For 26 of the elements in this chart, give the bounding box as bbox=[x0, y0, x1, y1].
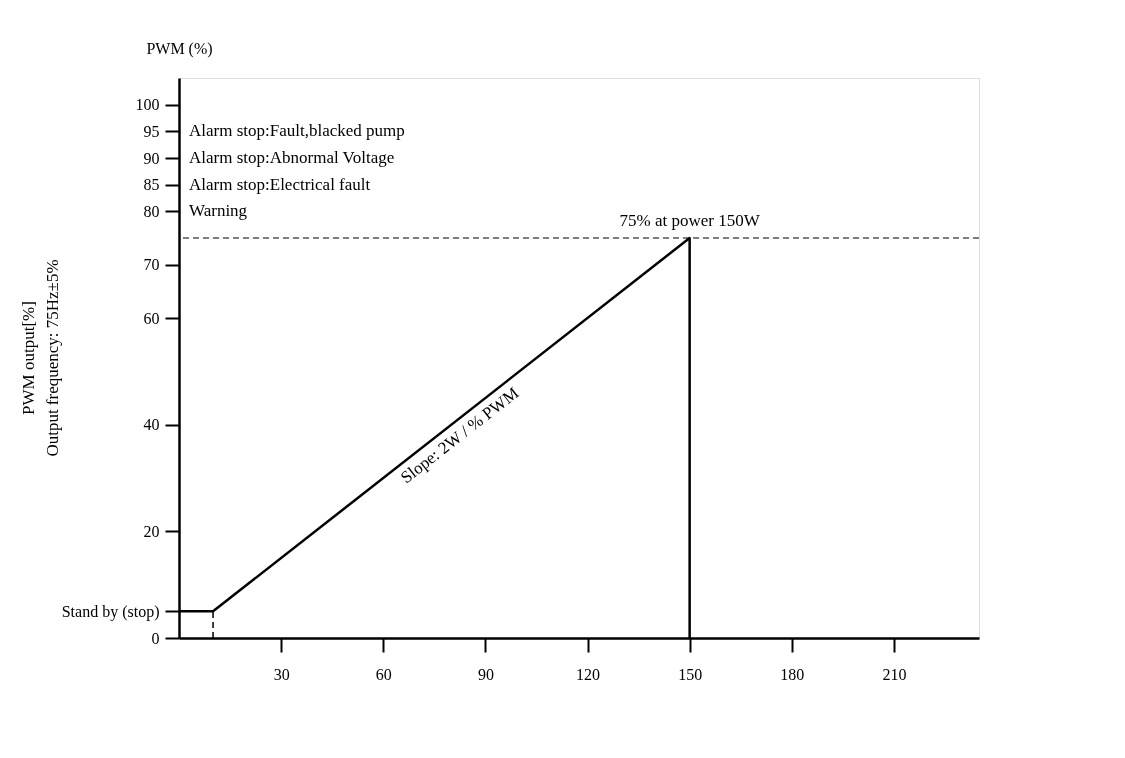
x-tick-label: 90 bbox=[477, 665, 494, 683]
y-tick-label: 0 bbox=[151, 629, 160, 647]
text: Output frequency: 75Hz±5% bbox=[43, 259, 62, 457]
annotation: Warning bbox=[189, 201, 248, 221]
text: PWM output[%] bbox=[19, 301, 38, 415]
y-tick-label: 20 bbox=[143, 522, 160, 540]
y-tick-label: 40 bbox=[143, 416, 160, 434]
x-tick-label: 120 bbox=[576, 665, 601, 683]
y-tick-label: 60 bbox=[143, 309, 160, 327]
x-tick-label: 30 bbox=[273, 665, 290, 683]
y-tick-label: 95 bbox=[143, 122, 160, 140]
y-tick-label: Stand by (stop) bbox=[61, 602, 160, 621]
x-tick-label: 150 bbox=[678, 665, 703, 683]
x-tick-label: 210 bbox=[882, 665, 907, 683]
x-tick-label: 180 bbox=[780, 665, 805, 683]
y-tick-label: 90 bbox=[143, 149, 160, 167]
x-tick-label: 60 bbox=[375, 665, 392, 683]
y-tick-label: 70 bbox=[143, 256, 160, 274]
y-tick-label: 100 bbox=[135, 96, 160, 114]
ref-line-label: 75% at power 150W bbox=[619, 211, 761, 230]
y-axis-title: PWM (%) bbox=[146, 39, 213, 58]
y-tick-label: 85 bbox=[143, 176, 160, 194]
annotation: Alarm stop:Fault,blacked pump bbox=[189, 121, 405, 141]
annotation: Alarm stop:Electrical fault bbox=[189, 174, 371, 194]
y-tick-label: 80 bbox=[143, 202, 160, 220]
annotation: Alarm stop:Abnormal Voltage bbox=[189, 147, 395, 167]
